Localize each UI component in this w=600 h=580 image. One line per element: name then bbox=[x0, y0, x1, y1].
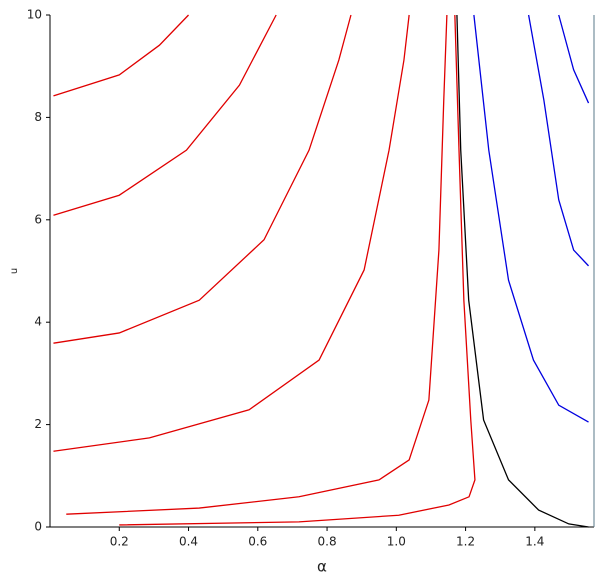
y-axis-label: u bbox=[9, 268, 20, 274]
contour-line bbox=[53, 14, 410, 452]
contour-line bbox=[473, 14, 589, 423]
y-tick-label: 6 bbox=[34, 212, 42, 226]
contour-line bbox=[119, 14, 476, 526]
y-tick-label: 0 bbox=[34, 520, 42, 534]
contour-line bbox=[53, 14, 277, 216]
x-axis-label: α bbox=[317, 558, 327, 576]
y-tick-label: 8 bbox=[34, 110, 42, 124]
x-tick-label: 1.4 bbox=[525, 535, 544, 549]
x-tick-label: 0.8 bbox=[318, 535, 337, 549]
x-tick-label: 1.2 bbox=[456, 535, 475, 549]
contour-line bbox=[53, 14, 189, 97]
contour-line bbox=[66, 14, 448, 515]
contour-line bbox=[456, 14, 589, 528]
contour-line bbox=[527, 14, 590, 267]
x-tick-label: 0.4 bbox=[179, 535, 198, 549]
y-tick-label: 2 bbox=[34, 417, 42, 431]
y-tick-label: 4 bbox=[34, 315, 42, 329]
contour-line bbox=[558, 14, 590, 104]
contour-line bbox=[53, 14, 352, 344]
x-tick-label: 0.6 bbox=[248, 535, 267, 549]
x-tick-label: 1.0 bbox=[387, 535, 406, 549]
y-tick-label: 10 bbox=[27, 8, 42, 22]
x-tick-label: 0.2 bbox=[110, 535, 129, 549]
